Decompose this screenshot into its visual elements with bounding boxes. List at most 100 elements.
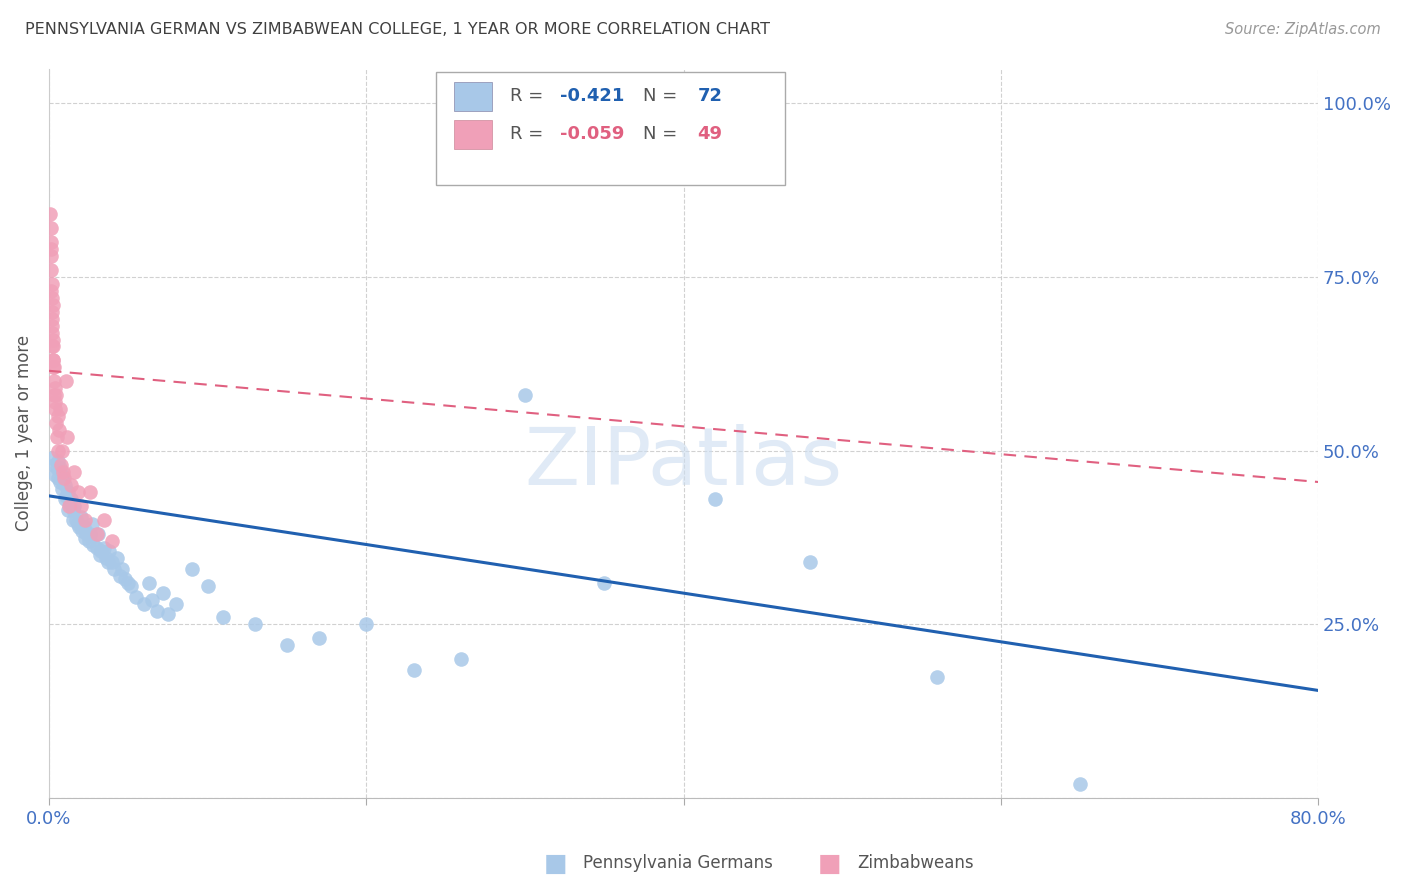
Point: [39, 235, 62, 250]
Point: [51, 468, 73, 483]
Point: [125, 590, 148, 604]
Point: [39, 221, 62, 235]
Point: [165, 597, 187, 611]
Point: [704, 492, 727, 507]
Point: [39, 263, 62, 277]
Point: [44, 395, 66, 409]
Point: [42, 360, 65, 375]
Point: [72, 524, 94, 538]
FancyBboxPatch shape: [436, 72, 785, 186]
Point: [42, 374, 65, 388]
Point: [39, 249, 62, 263]
Point: [86, 541, 108, 555]
Point: [45, 430, 67, 444]
Text: Zimbabweans: Zimbabweans: [858, 855, 974, 872]
Point: [62, 502, 84, 516]
Text: N =: N =: [643, 87, 683, 105]
Point: [41, 326, 63, 340]
Point: [48, 423, 70, 437]
Point: [146, 603, 169, 617]
Point: [402, 663, 425, 677]
Point: [45, 388, 67, 402]
Point: [111, 562, 134, 576]
Text: 72: 72: [697, 87, 723, 105]
Text: ZIPatlas: ZIPatlas: [524, 424, 842, 501]
Point: [101, 534, 124, 549]
Point: [69, 509, 91, 524]
Point: [103, 562, 125, 576]
Point: [927, 669, 949, 683]
Point: [121, 579, 143, 593]
Point: [77, 534, 100, 549]
Point: [44, 381, 66, 395]
Point: [69, 500, 91, 514]
Point: [53, 471, 76, 485]
Point: [87, 527, 110, 541]
Point: [101, 555, 124, 569]
Point: [41, 353, 63, 368]
Point: [98, 544, 121, 558]
Point: [62, 513, 84, 527]
Point: [1069, 777, 1091, 791]
Point: [46, 409, 69, 423]
Text: -0.059: -0.059: [561, 125, 624, 144]
Point: [42, 388, 65, 402]
Point: [141, 593, 163, 607]
Point: [152, 586, 174, 600]
Point: [41, 450, 63, 465]
Point: [73, 520, 96, 534]
Point: [79, 527, 101, 541]
Text: -0.421: -0.421: [561, 87, 624, 105]
Point: [593, 575, 616, 590]
Point: [41, 318, 63, 333]
Point: [53, 478, 76, 492]
Point: [63, 500, 86, 514]
FancyBboxPatch shape: [454, 82, 492, 111]
Point: [93, 541, 115, 555]
Point: [450, 652, 472, 666]
Point: [197, 579, 219, 593]
Point: [51, 443, 73, 458]
Point: [39, 284, 62, 298]
Point: [44, 468, 66, 483]
Point: [58, 496, 80, 510]
Point: [156, 607, 179, 621]
Point: [46, 443, 69, 458]
Point: [48, 471, 70, 485]
Point: [60, 478, 83, 492]
Point: [55, 489, 77, 503]
Point: [55, 374, 77, 388]
Text: PENNSYLVANIA GERMAN VS ZIMBABWEAN COLLEGE, 1 YEAR OR MORE CORRELATION CHART: PENNSYLVANIA GERMAN VS ZIMBABWEAN COLLEG…: [25, 22, 770, 37]
Point: [212, 610, 235, 624]
Point: [799, 555, 821, 569]
Point: [52, 465, 75, 479]
Point: [52, 471, 75, 485]
Point: [76, 527, 98, 541]
Text: ■: ■: [818, 852, 841, 875]
Text: R =: R =: [510, 87, 548, 105]
Point: [45, 416, 67, 430]
Point: [42, 353, 65, 368]
Point: [41, 291, 63, 305]
Point: [42, 458, 65, 472]
Point: [308, 632, 330, 646]
Point: [42, 339, 65, 353]
Point: [41, 304, 63, 318]
Point: [97, 555, 120, 569]
Text: 49: 49: [697, 125, 723, 144]
Text: ■: ■: [544, 852, 567, 875]
Point: [105, 551, 128, 566]
Point: [89, 548, 111, 562]
Point: [39, 207, 62, 221]
Y-axis label: College, 1 year or more: College, 1 year or more: [15, 335, 32, 532]
Point: [49, 458, 72, 472]
Point: [51, 482, 73, 496]
Point: [245, 617, 267, 632]
Point: [276, 638, 298, 652]
Point: [110, 568, 132, 582]
Point: [86, 527, 108, 541]
Text: N =: N =: [643, 125, 683, 144]
Point: [114, 572, 136, 586]
Point: [49, 402, 72, 417]
Point: [49, 475, 72, 489]
